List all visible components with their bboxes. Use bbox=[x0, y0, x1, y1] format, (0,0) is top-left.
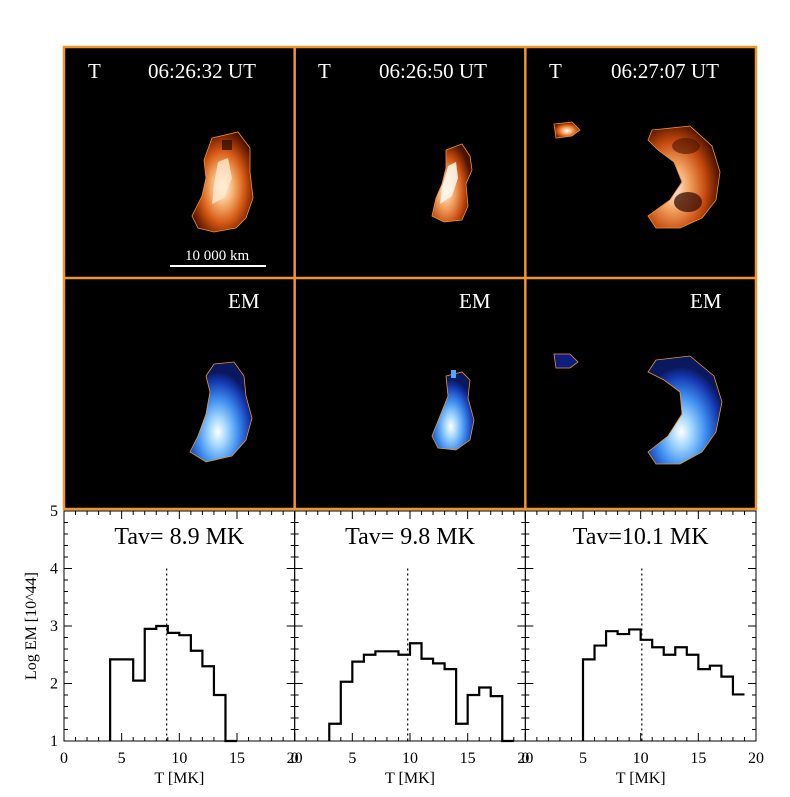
em-blob-2-tip bbox=[451, 370, 456, 378]
image-grid: T 06:26:32 UT T 06:26:50 UT T 06:27:07 U… bbox=[62, 45, 758, 511]
histogram-plots: 0 5 10 15 20 1 2 3 4 5 Log EM [10^44] T [MK] Tav= 8.… bbox=[23, 503, 764, 787]
t-map-1 bbox=[191, 131, 254, 233]
em-blob-1 bbox=[189, 361, 253, 463]
em-map-3 bbox=[553, 353, 723, 465]
t-label-3: T bbox=[549, 59, 562, 83]
x-tick-label-1-1: 5 bbox=[118, 750, 126, 767]
y-tick-label-4: 5 bbox=[50, 503, 58, 520]
em-blob-3-small bbox=[553, 353, 579, 369]
x-axis-label-2: T [MK] bbox=[385, 770, 435, 787]
panel-title-3: Tav=10.1 MK bbox=[573, 524, 710, 550]
t-label-2: T bbox=[318, 59, 331, 83]
x-tick-label-2-0: 0 bbox=[291, 750, 299, 767]
em-map-2 bbox=[431, 370, 475, 451]
em-blob-3 bbox=[647, 355, 723, 465]
time-label-2: 06:26:50 UT bbox=[379, 59, 487, 83]
scale-bar-label: 10 000 km bbox=[185, 248, 250, 264]
histogram-1 bbox=[109, 624, 237, 743]
x-tick-label-1-0: 0 bbox=[60, 750, 68, 767]
x-tick-label-3-0: 0 bbox=[521, 750, 529, 767]
x-tick-label-3-4: 20 bbox=[748, 750, 764, 767]
x-tick-label-1-2: 10 bbox=[171, 750, 187, 767]
em-label-1: EM bbox=[228, 289, 260, 313]
em-label-3: EM bbox=[690, 289, 722, 313]
t-blob-3-small bbox=[553, 121, 581, 139]
histogram-2 bbox=[328, 642, 514, 743]
x-axis-label-1: T [MK] bbox=[154, 770, 204, 787]
y-tick-label-1: 2 bbox=[50, 676, 58, 693]
x-tick-label-1-3: 15 bbox=[229, 750, 245, 767]
em-map-1 bbox=[189, 361, 253, 463]
histogram-3 bbox=[581, 628, 745, 741]
y-tick-label-3: 4 bbox=[50, 561, 58, 578]
panel-title-1: Tav= 8.9 MK bbox=[114, 524, 245, 550]
time-label-1: 06:26:32 UT bbox=[148, 59, 256, 83]
em-blob-2 bbox=[431, 371, 475, 451]
t-label-1: T bbox=[88, 59, 101, 83]
t-blob-3 bbox=[647, 125, 721, 229]
t-blob-1-core bbox=[212, 158, 232, 204]
x-axis-label-3: T [MK] bbox=[616, 770, 666, 787]
t-map-3 bbox=[553, 121, 721, 229]
x-tick-label-2-4: 20 bbox=[517, 750, 533, 767]
t-map-2 bbox=[431, 143, 473, 223]
t-blob-2-core bbox=[440, 162, 458, 204]
time-label-3: 06:27:07 UT bbox=[611, 59, 719, 83]
x-tick-label-2-1: 5 bbox=[348, 750, 356, 767]
image-frames bbox=[62, 45, 758, 511]
em-label-2: EM bbox=[459, 289, 491, 313]
x-tick-label-3-1: 5 bbox=[579, 750, 587, 767]
y-axis-label: Log EM [10^44] bbox=[23, 572, 40, 680]
x-tick-label-2-3: 15 bbox=[460, 750, 476, 767]
x-tick-label-2-2: 10 bbox=[402, 750, 418, 767]
y-tick-label-0: 1 bbox=[50, 733, 58, 750]
t-blob-3-dark-2 bbox=[672, 138, 700, 154]
t-blob-3-dark bbox=[674, 192, 702, 212]
x-tick-label-3-3: 15 bbox=[690, 750, 706, 767]
t-blob-1-dark bbox=[222, 140, 232, 150]
y-tick-label-2: 3 bbox=[50, 618, 58, 635]
x-tick-label-1-4: 20 bbox=[287, 750, 303, 767]
x-tick-label-3-2: 10 bbox=[633, 750, 649, 767]
panel-title-2: Tav= 9.8 MK bbox=[345, 524, 476, 550]
